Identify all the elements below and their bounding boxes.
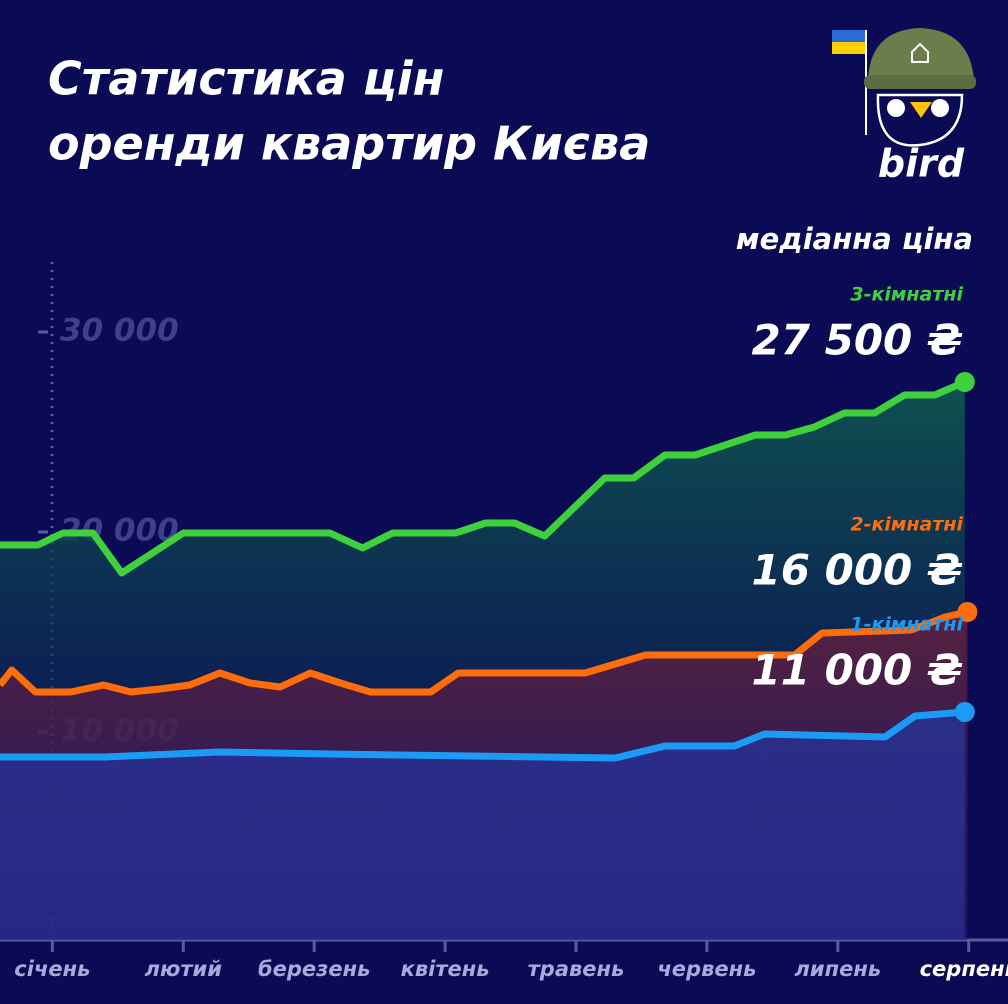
- x-tick-label: квітень: [401, 957, 490, 981]
- x-tick-label: березень: [258, 957, 370, 981]
- x-tick-label: січень: [14, 957, 90, 981]
- line: [0, 608, 969, 696]
- x-tick-label: серпень: [920, 957, 1008, 981]
- y-tick-label: 30 000: [60, 313, 179, 349]
- title-line: оренди квартир Києва: [48, 117, 650, 171]
- legend-label: 2-кімнатні: [850, 514, 963, 536]
- x-tick-label: лютий: [145, 957, 223, 981]
- end-dot: [957, 602, 978, 622]
- x-tick-label: липень: [794, 957, 881, 981]
- end-value-label: 11 000 ₴: [752, 646, 963, 695]
- subtitle: медіанна ціна: [736, 222, 973, 256]
- logo: bird: [832, 28, 976, 186]
- line: [0, 378, 967, 577]
- legend-label: 1-кімнатні: [850, 614, 963, 636]
- title-line: Статистика цін: [48, 52, 444, 106]
- end-value-label: 16 000 ₴: [752, 546, 963, 595]
- end-dot: [954, 372, 975, 392]
- x-tick-label: червень: [657, 957, 756, 981]
- line: [0, 708, 966, 762]
- legend-label: 3-кімнатні: [850, 284, 963, 306]
- end-value-label: 27 500 ₴: [752, 316, 963, 365]
- area: [0, 712, 965, 940]
- end-dot: [954, 702, 975, 722]
- x-tick-label: травень: [528, 957, 625, 981]
- logo-text: bird: [878, 142, 965, 186]
